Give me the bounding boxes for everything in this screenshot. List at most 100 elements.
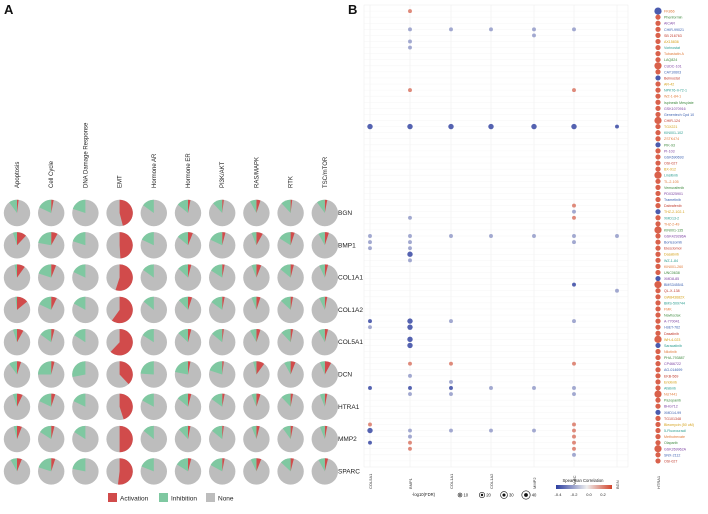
pathway-label-rtk: RTK [289, 176, 295, 188]
bubble-bmp1-gsk269962a [408, 446, 412, 451]
bubble-sparc-olaparib [572, 440, 576, 445]
pie-slice-activation [290, 296, 294, 310]
pie-slice-activation [290, 232, 295, 246]
drug-label-ax15836: AX15836 [664, 40, 679, 44]
pie-slice-inhibition [250, 458, 257, 472]
bubble-sparc-bleomycin-50-um [572, 422, 576, 427]
pie-col1a2-pi3k-akt [209, 296, 236, 324]
pie-sparc-pi3k-akt [209, 458, 236, 485]
pie-slice-inhibition [251, 296, 257, 310]
bubble-matrix-panel: COL5A1 BMP1 COL1A1 COL1A2 MMP2 SPARC BGN HTRA1 F… [363, 4, 694, 489]
htra1-bubble [654, 171, 662, 179]
drug-label-xmd13-2: XMD13-2 [664, 216, 679, 220]
drug-label-vorinostat: Vorinostat [664, 46, 680, 50]
htra1-bubble [655, 196, 661, 203]
pie-slice-inhibition [319, 393, 325, 407]
pie-slice-inhibition [142, 393, 154, 407]
htra1-bubble [655, 385, 661, 391]
bubble-sparc-cp466722 [572, 361, 576, 366]
pathway-label-emt: EMT [118, 175, 124, 188]
drug-label-nu7441: NU7441 [664, 393, 677, 397]
bubble-bmp1-tgx221 [407, 123, 413, 130]
gene-tick-bgn: BGN [615, 480, 620, 489]
drug-label-zstk474: ZSTK474 [664, 137, 679, 141]
drug-label-pazopanib: Pazopanib [664, 399, 681, 403]
bubble-bmp1-5-fluorouracil [408, 428, 412, 433]
pathway-label-cell-cycle: Cell Cycle [49, 160, 55, 188]
pie-slice-activation [290, 329, 294, 343]
pathway-label-apoptosis: Apoptosis [15, 162, 21, 188]
drug-label-wz-1-84-1: WZ-1-84-1 [664, 95, 681, 99]
pie-slice-activation [188, 425, 191, 440]
pie-slice-activation [324, 458, 329, 472]
bubble-sparc-bms345541 [572, 282, 576, 287]
pie-dcn-tsc-mtor [311, 361, 338, 388]
pie-col1a2-rtk [277, 296, 304, 324]
drug-label-bms-509744: BMS-509744 [664, 301, 685, 305]
bubble-col1a1-5-fluorouracil [449, 428, 453, 433]
bubble-bmp1-ekb-569 [408, 373, 412, 378]
gene-tick-col1a1: COL1A1 [449, 473, 454, 489]
pie-slice-inhibition [213, 199, 223, 213]
pie-col1a1-hormone-er [174, 264, 202, 291]
drug-label-kin001-260: KIN001-260 [664, 265, 683, 269]
gene-tick-htra1: HTRA1 [656, 475, 661, 489]
drug-label-nilotinib: Nilotinib [664, 350, 677, 354]
bubble-sparc-tgx221 [571, 123, 577, 130]
drug-label-cay10603: CAY10603 [664, 70, 681, 74]
drug-label-bx-912: BX-912 [664, 168, 676, 172]
pie-slice-inhibition [212, 425, 223, 440]
pie-col1a2-hormone-ar [140, 296, 167, 324]
pie-slice-activation [17, 328, 24, 343]
bubble-col5a1-bortezomib [368, 240, 372, 245]
pie-slice-activation [222, 232, 226, 246]
bubble-bmp1-chir-99021 [408, 27, 412, 32]
pie-col5a1-rtk [277, 329, 304, 356]
pie-bmp1-ras-mapk [243, 232, 270, 259]
drug-label-trametinib: Trametinib [664, 198, 681, 202]
pie-htra1-hormone-er [174, 393, 202, 420]
htra1-bubble [655, 184, 661, 190]
bubble-bmp1-xmd13-2 [408, 215, 412, 220]
pie-slice-inhibition [39, 393, 52, 407]
pie-slice-activation [51, 425, 55, 440]
pie-slice-inhibition [251, 232, 257, 246]
pie-bgn-hormone-ar [140, 199, 167, 227]
pie-slice-inhibition [10, 458, 17, 472]
drug-label-gsk1070916: GSK1070916 [664, 107, 686, 111]
drug-label-kin001-135: KIN001-135 [664, 228, 683, 232]
pie-slice-inhibition [211, 296, 223, 310]
htra1-bubble [655, 251, 661, 257]
pie-slice-inhibition [12, 393, 17, 407]
color-legend-tick: 0.2 [600, 492, 606, 497]
pie-col1a1-pi3k-akt [209, 264, 236, 291]
bubble-bmp1-fk866 [408, 9, 412, 14]
pie-slice-inhibition [175, 361, 188, 375]
pie-slice-activation [17, 425, 22, 440]
pie-htra1-ras-mapk [243, 393, 270, 420]
color-legend-tick: 0.0 [586, 492, 592, 497]
legend-label-inhibition: Inhibition [171, 496, 197, 503]
pie-slice-activation [290, 199, 293, 213]
pie-col5a1-ras-mapk [243, 328, 270, 356]
pie-col5a1-hormone-er [174, 329, 202, 356]
bubble-col1a2-afatinib [489, 386, 493, 390]
pie-slice-activation [188, 393, 192, 407]
drug-label-thz-2-49: THZ-2-49 [664, 222, 679, 226]
pie-slice-inhibition [279, 232, 291, 246]
htra1-bubble [655, 434, 661, 440]
pie-bmp1-tsc-mtor [311, 232, 338, 259]
pie-slice-inhibition [141, 458, 154, 472]
legend-swatch-none [206, 493, 215, 502]
pie-mmp2-apoptosis [3, 425, 31, 453]
pie-slice-inhibition [177, 199, 188, 213]
pie-col5a1-apoptosis [3, 328, 31, 356]
htra1-bubble [655, 81, 661, 87]
pie-slice-none [277, 329, 304, 356]
pie-bgn-hormone-er [174, 199, 202, 227]
pie-matrix-panel: Apoptosis Cell Cycle DNA Damage Response EM… [3, 122, 363, 485]
drug-label-cp466722: CP466722 [664, 362, 681, 366]
drug-label-genentech-cpd-10: Genentech Cpd 10 [664, 113, 694, 117]
pie-mmp2-ras-mapk [243, 425, 270, 453]
bubble-col1a2-chir-99021 [489, 27, 493, 32]
